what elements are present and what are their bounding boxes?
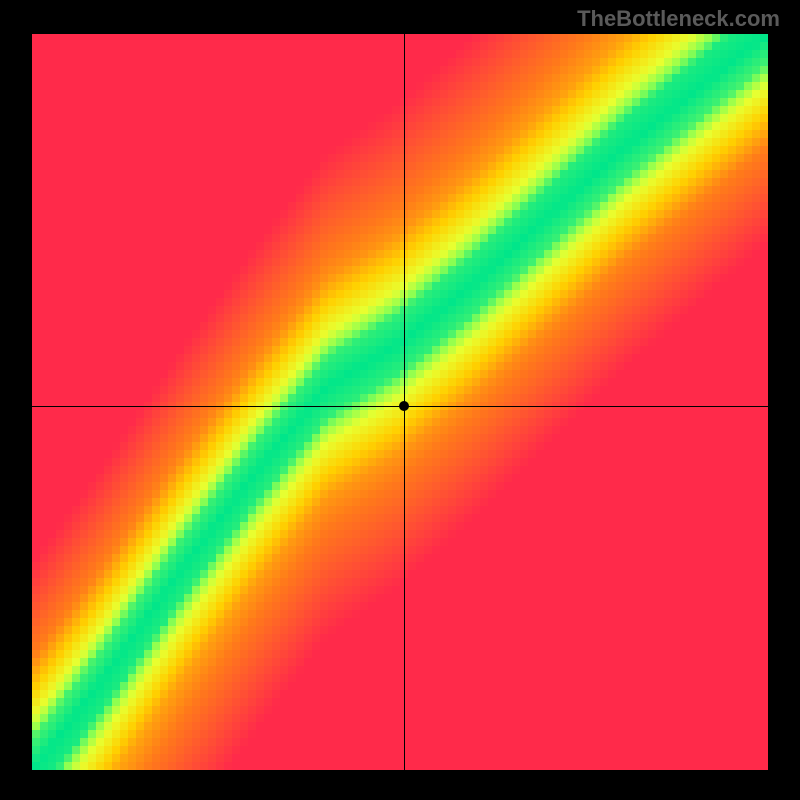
heatmap-plot xyxy=(32,34,768,770)
watermark-text: TheBottleneck.com xyxy=(577,6,780,32)
crosshair-marker xyxy=(399,401,409,411)
